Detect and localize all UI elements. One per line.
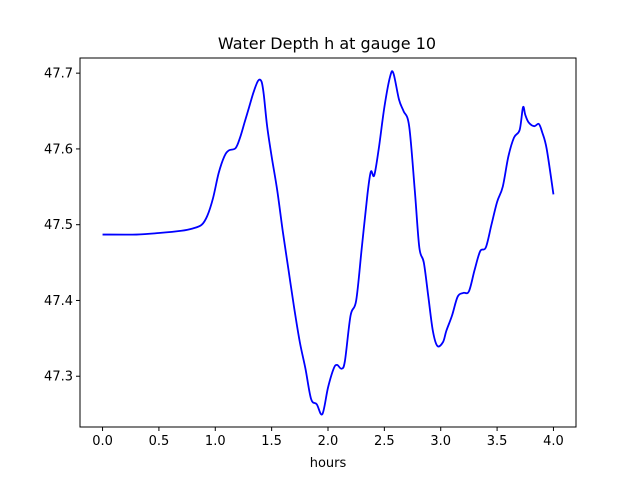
x-axis-ticks: 0.0 0.5 1.0 1.5 2.0 2.5 3.0 3.5 4.0: [92, 427, 564, 449]
y-tick-label: 47.3: [44, 370, 73, 385]
plot-frame: [79, 57, 577, 428]
x-tick-label: 1.5: [261, 434, 282, 449]
series-layer: [102, 70, 555, 416]
x-tick-label: 0.5: [149, 434, 170, 449]
y-tick-label: 47.4: [44, 294, 73, 309]
chart-title: Water Depth h at gauge 10: [218, 34, 436, 53]
x-axis-label: hours: [310, 456, 347, 471]
x-tick-label: 2.0: [318, 434, 339, 449]
x-tick-label: 1.0: [205, 434, 226, 449]
y-tick-label: 47.6: [44, 142, 73, 157]
series-line-water-depth: [102, 70, 555, 416]
y-axis-ticks: 47.3 47.4 47.5 47.6 47.7: [44, 67, 80, 385]
x-tick-label: 3.5: [487, 434, 508, 449]
x-tick-label: 2.5: [374, 434, 395, 449]
x-tick-label: 3.0: [430, 434, 451, 449]
y-tick-label: 47.5: [44, 218, 73, 233]
y-tick-label: 47.7: [44, 67, 73, 82]
x-tick-label: 0.0: [92, 434, 113, 449]
x-tick-label: 4.0: [543, 434, 564, 449]
